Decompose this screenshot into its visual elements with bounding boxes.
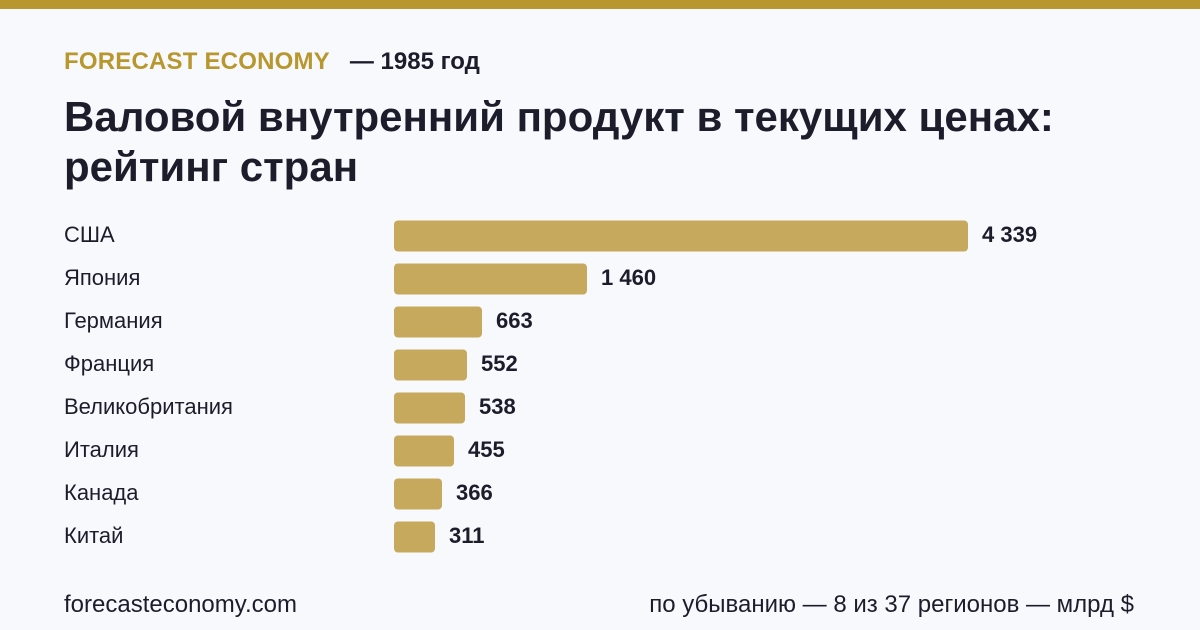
bar xyxy=(394,220,968,252)
category-label: Италия xyxy=(64,437,139,462)
category-label: Франция xyxy=(64,351,154,376)
category-label: Германия xyxy=(64,308,163,333)
footer-site: forecasteconomy.com xyxy=(64,591,297,618)
bar xyxy=(394,349,467,381)
brand-name: FORECAST ECONOMY xyxy=(64,48,330,75)
top-accent-bar xyxy=(0,0,1200,9)
value-label: 311 xyxy=(449,523,485,548)
bar xyxy=(394,435,454,467)
chart-title: Валовой внутренний продукт в текущих цен… xyxy=(64,93,1054,190)
category-label: Китай xyxy=(64,523,123,548)
header-line: FORECAST ECONOMY — 1985 год xyxy=(64,44,480,80)
value-label: 1 460 xyxy=(601,265,656,290)
category-label: Япония xyxy=(64,265,140,290)
bar xyxy=(394,478,442,510)
value-label: 455 xyxy=(468,437,505,462)
bar xyxy=(394,306,482,338)
value-label: 538 xyxy=(479,394,516,419)
bar xyxy=(394,521,435,553)
footer-note: по убыванию — 8 из 37 регионов — млрд $ xyxy=(649,591,1134,618)
category-label: США xyxy=(64,222,115,247)
value-label: 552 xyxy=(481,351,518,376)
category-label: Канада xyxy=(64,480,139,505)
year-label: — 1985 год xyxy=(349,48,480,75)
value-label: 4 339 xyxy=(982,222,1037,247)
bar xyxy=(394,263,587,295)
value-label: 663 xyxy=(496,308,533,333)
value-label: 366 xyxy=(456,480,493,505)
bar xyxy=(394,392,465,424)
category-label: Великобритания xyxy=(64,394,233,419)
